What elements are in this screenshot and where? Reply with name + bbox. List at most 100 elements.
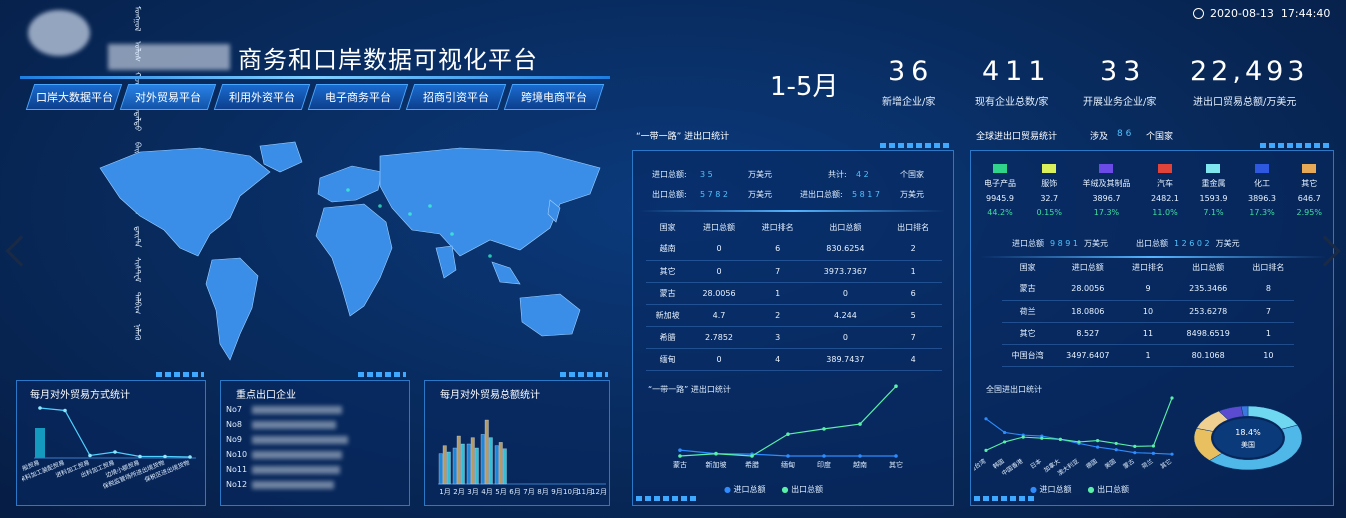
category-item[interactable]: 服饰 32.7 0.15% — [1037, 164, 1062, 217]
divider — [640, 210, 946, 212]
panel-decor — [156, 372, 204, 377]
mongolian-word: ᠳ᠋ᠠᠢᠲ᠋ᠠ — [133, 225, 142, 247]
table-row[interactable]: 其它 0 7 3973.7367 1 — [646, 260, 942, 282]
category-item[interactable]: 其它 646.7 2.95% — [1297, 164, 1322, 217]
category-name: 汽车 — [1156, 179, 1173, 188]
chart-bar — [480, 434, 485, 485]
chart-bar — [442, 445, 447, 485]
chart-point — [163, 454, 167, 459]
kpi-new-companies: 36 — [888, 56, 935, 87]
category-item[interactable]: 汽车 2482.1 11.0% — [1151, 164, 1179, 217]
table-row[interactable]: 希腊 2.7852 3 0 7 — [646, 326, 942, 348]
tick-label: 中国香港 — [1000, 457, 1024, 477]
list-item[interactable]: No12 — [226, 477, 406, 492]
tick-label: 印度 — [817, 460, 831, 469]
page-title: 商务和口岸数据可视化平台 — [238, 46, 538, 74]
table-row[interactable]: 缅甸 0 4 389.7437 4 — [646, 348, 942, 370]
table-row[interactable]: 新加坡 4.7 2 4.244 5 — [646, 304, 942, 326]
chart-point — [88, 453, 92, 458]
list-item[interactable]: No11 — [226, 462, 406, 477]
table-row[interactable]: 荷兰 18.0806 10 253.6278 7 — [1002, 300, 1294, 322]
chart-trade-mode[interactable]: 一般贸易来料加工装配贸易进料加工贸易出料加工贸易边境小额贸易保税监管场所进出境货… — [22, 400, 200, 504]
tick-label: 1月 — [439, 488, 450, 496]
list-item[interactable]: No9 — [226, 432, 406, 447]
datetime: 2020-08-13 17:44:40 — [1210, 7, 1331, 20]
category-percent: 2.95% — [1296, 208, 1322, 217]
chart-bar — [35, 428, 45, 458]
table-header-row: 国家 进口总额 进口排名 出口总额 出口排名 — [659, 222, 930, 232]
panel-decor — [974, 496, 1034, 501]
prev-arrow-icon[interactable] — [5, 235, 37, 267]
list-item[interactable]: No7 — [226, 402, 406, 417]
category-value: 32.7 — [1040, 194, 1059, 203]
category-percent: 7.1% — [1203, 208, 1224, 217]
tab-investment-attraction[interactable]: 招商引资平台 — [405, 84, 507, 110]
company-name-blurred — [252, 480, 334, 489]
kpi-active-companies: 33 — [1100, 56, 1147, 87]
mongolian-word: ᠰᠢᠰᠲ᠋ᠧᠮ — [133, 256, 142, 283]
br-summary: 进口总额: 3 5 万美元 共计: 4 2 个国家 出口总额: 5 7 8 2 … — [652, 169, 924, 199]
chart-point — [894, 384, 898, 389]
tab-ecommerce[interactable]: 电子商务平台 — [307, 84, 409, 110]
category-name: 化工 — [1254, 179, 1270, 188]
table-row[interactable]: 中国台湾 3497.6407 1 80.1068 10 — [1002, 344, 1294, 366]
legend-item[interactable]: ● 出口总额 — [1087, 485, 1130, 494]
chart-point — [1170, 396, 1174, 400]
tick-label: 其它 — [1159, 457, 1173, 470]
tab-foreign-trade[interactable]: 对外贸易平台 — [119, 84, 217, 110]
world-map[interactable] — [80, 138, 620, 370]
table-row[interactable]: 越南 0 6 830.6254 2 — [646, 238, 942, 260]
chart-line — [679, 385, 897, 457]
table-row[interactable]: 其它 8.527 11 8498.6519 1 — [1002, 322, 1294, 344]
category-swatch — [1157, 164, 1172, 173]
category-item[interactable]: 重金属 1593.9 7.1% — [1199, 164, 1227, 217]
chart-point — [822, 427, 826, 431]
tab-foreign-investment[interactable]: 利用外资平台 — [213, 84, 311, 110]
logo — [28, 10, 90, 56]
donut-percent: 18.4% — [1235, 428, 1261, 437]
category-item[interactable]: 羊绒及其制品 3896.7 17.3% — [1082, 164, 1130, 217]
category-value: 1593.9 — [1199, 194, 1228, 203]
panel-monthly-total — [424, 380, 610, 506]
header-underline — [20, 76, 610, 79]
global-panel-title: 全球进出口贸易统计 — [976, 132, 1058, 142]
logo-text-blurred — [108, 44, 230, 70]
clock-icon — [1193, 8, 1204, 19]
category-name: 其它 — [1301, 179, 1318, 188]
global-summary: 进口总额 9 8 9 1 万美元 出口总额 1 2 6 0 2 万美元 — [1012, 239, 1240, 248]
list-item[interactable]: No8 — [226, 417, 406, 432]
chart-point — [750, 454, 754, 458]
chart-donut[interactable]: 18.4% 美国 — [1186, 398, 1312, 482]
chart-point — [1058, 437, 1062, 441]
kpi-new-companies-label: 新增企业/家 — [882, 97, 936, 108]
list-item[interactable]: No10 — [226, 447, 406, 462]
legend-item[interactable]: ● 出口总额 — [781, 485, 824, 494]
panel-decor — [560, 372, 608, 377]
tick-label: 7月 — [523, 488, 534, 496]
category-item[interactable]: 化工 3896.3 17.3% — [1248, 164, 1276, 217]
panel-decor — [880, 143, 950, 148]
tab-port-bigdata[interactable]: 口岸大数据平台 — [25, 84, 123, 110]
kpi-total-companies-label: 现有企业总数/家 — [975, 97, 1049, 108]
tab-crossborder-ecommerce[interactable]: 跨境电商平台 — [503, 84, 605, 110]
legend-item[interactable]: ● 进口总额 — [1030, 485, 1072, 494]
tick-label: 8月 — [537, 488, 548, 496]
global-table: 国家 进口总额 进口排名 出口总额 出口排名 蒙古 28.0056 9 235.3466 8 荷… — [1002, 256, 1294, 367]
global-legend: ● 进口总额 ● 出口总额 — [1030, 484, 1129, 495]
tick-label: 12月 — [591, 488, 607, 496]
table-row[interactable]: 蒙古 28.0056 1 0 6 — [646, 282, 942, 304]
panel-decor — [358, 372, 406, 377]
table-row[interactable]: 蒙古 28.0056 9 235.3466 8 — [1002, 278, 1294, 300]
mongolian-word: ᠬᠤᠳᠠᠯᠳᠤ — [133, 101, 142, 132]
chart-point — [113, 450, 117, 454]
kpi-trade-total-label: 进出口贸易总额/万美元 — [1193, 97, 1297, 108]
chart-belt-road[interactable]: 蒙古 新加坡 希腊 缅甸 印度 越南 其它 — [650, 382, 940, 474]
legend-item[interactable]: ● 进口总额 — [724, 485, 766, 494]
kpi-trade-total: 22,493 — [1190, 56, 1309, 87]
category-value: 9945.9 — [986, 194, 1014, 203]
panel-decor — [1260, 143, 1330, 148]
category-item[interactable]: 电子产品 9945.9 44.2% — [984, 164, 1016, 217]
category-grid: 电子产品 9945.9 44.2% 服饰 32.7 0.15% 羊绒及其制品 3896.7 17… — [984, 164, 1322, 217]
